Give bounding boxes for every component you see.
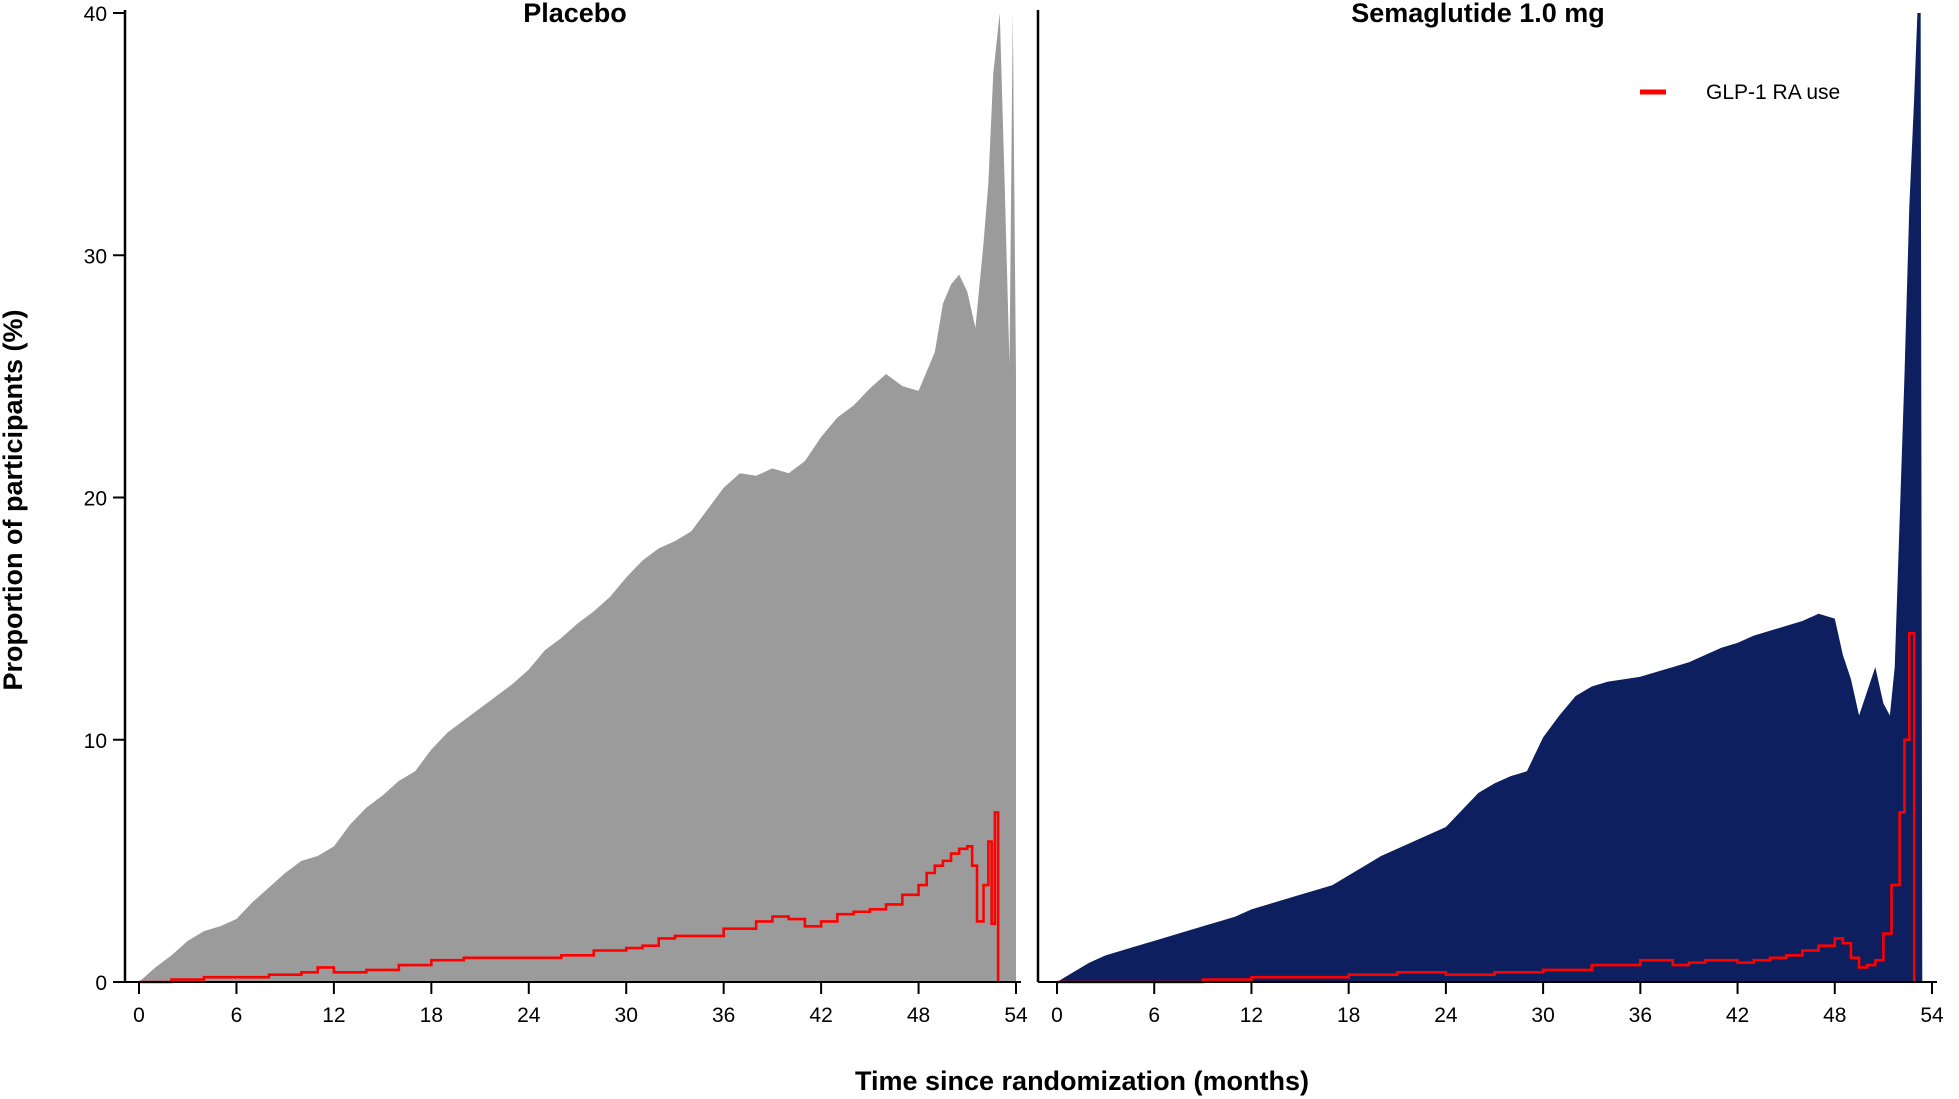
x-tick-label: 54 bbox=[1920, 1004, 1944, 1027]
x-tick-label: 24 bbox=[1434, 1004, 1458, 1027]
y-tick-label: 40 bbox=[84, 3, 107, 26]
semaglutide-x-axis: 0 6 12 18 24 30 36 42 48 54 bbox=[1038, 981, 1944, 1027]
y-tick-label: 0 bbox=[95, 972, 107, 995]
x-tick-label: 36 bbox=[1629, 1004, 1652, 1027]
semaglutide-panel: Semaglutide 1.0 mg 0 6 12 18 24 30 36 42 48 54 GL… bbox=[1036, 0, 1944, 1027]
x-tick-label: 24 bbox=[517, 1004, 541, 1027]
y-tick-label: 10 bbox=[84, 730, 107, 753]
x-axis-title: Time since randomization (months) bbox=[855, 1066, 1309, 1096]
x-tick-label: 42 bbox=[809, 1004, 832, 1027]
x-tick-label: 48 bbox=[1823, 1004, 1846, 1027]
x-tick-label: 12 bbox=[322, 1004, 345, 1027]
legend: GLP-1 RA use bbox=[1640, 81, 1840, 104]
placebo-plot-area bbox=[139, 13, 1016, 984]
x-tick-label: 0 bbox=[133, 1004, 145, 1027]
x-tick-label: 0 bbox=[1051, 1004, 1063, 1027]
x-tick-label: 6 bbox=[231, 1004, 243, 1027]
x-tick-label: 30 bbox=[615, 1004, 638, 1027]
semaglutide-plot-area bbox=[1057, 13, 1923, 984]
x-tick-label: 36 bbox=[712, 1004, 735, 1027]
placebo-panel: Placebo 0 6 12 18 24 30 36 42 48 54 0 10 20 30 40 bbox=[84, 0, 1028, 1027]
glp1-line-series-1 bbox=[1057, 631, 1916, 984]
legend-label-glp1: GLP-1 RA use bbox=[1706, 81, 1840, 104]
y-axis-title: Proportion of participants (%) bbox=[0, 310, 28, 691]
x-tick-label: 54 bbox=[1004, 1004, 1028, 1027]
area-series-1 bbox=[1057, 13, 1923, 982]
glp1-line-series-0 bbox=[139, 811, 1000, 984]
y-tick-label: 20 bbox=[84, 488, 107, 511]
x-tick-label: 18 bbox=[420, 1004, 443, 1027]
x-tick-label: 12 bbox=[1240, 1004, 1263, 1027]
semaglutide-panel-title: Semaglutide 1.0 mg bbox=[1351, 0, 1605, 28]
y-tick-label: 30 bbox=[84, 245, 107, 268]
x-tick-label: 30 bbox=[1531, 1004, 1554, 1027]
x-tick-label: 42 bbox=[1726, 1004, 1749, 1027]
area-series-0 bbox=[139, 13, 1016, 982]
x-tick-label: 18 bbox=[1337, 1004, 1360, 1027]
x-tick-label: 6 bbox=[1148, 1004, 1160, 1027]
placebo-x-axis: 0 6 12 18 24 30 36 42 48 54 bbox=[125, 981, 1028, 1027]
x-tick-label: 48 bbox=[907, 1004, 930, 1027]
placebo-panel-title: Placebo bbox=[523, 0, 627, 28]
placebo-y-axis: 0 10 20 30 40 bbox=[84, 3, 127, 995]
